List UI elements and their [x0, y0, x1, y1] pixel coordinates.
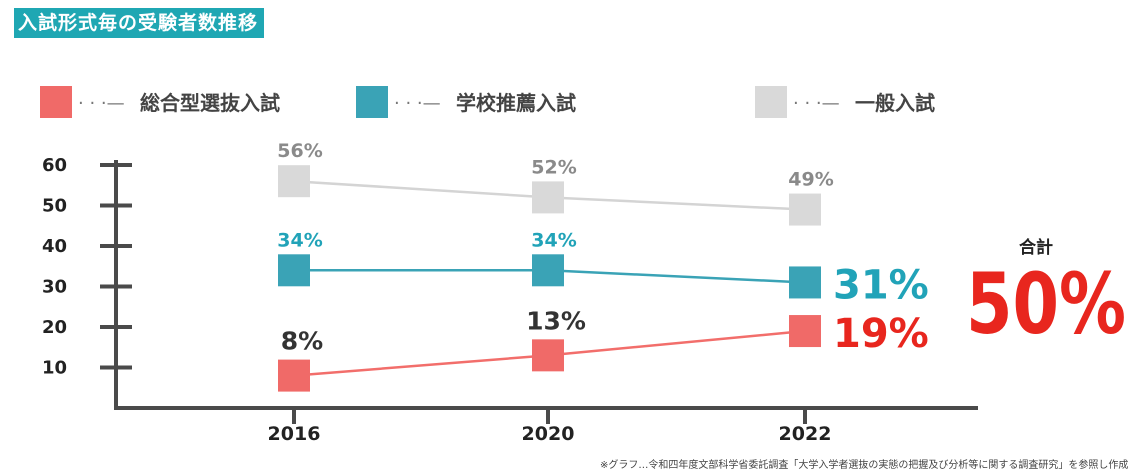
chart-title: 入試形式毎の受験者数推移	[14, 8, 265, 38]
data-point	[278, 359, 310, 392]
y-tick-label: 10	[42, 358, 67, 379]
data-point	[532, 181, 564, 214]
series-markers	[278, 165, 821, 392]
data-point	[278, 254, 310, 287]
data-label: 34%	[277, 229, 322, 251]
data-point	[789, 193, 821, 226]
total-label: 合計	[1019, 237, 1053, 258]
legend-line-marker: · · ·—	[793, 93, 840, 114]
legend-swatch	[755, 86, 787, 118]
y-tick-label: 60	[42, 155, 67, 176]
data-point	[278, 165, 310, 198]
data-label: 31%	[833, 262, 929, 308]
data-label: 19%	[833, 311, 929, 357]
legend-swatch	[356, 86, 388, 118]
footnote: ※グラフ…令和四年度文部科学省委託調査「大学入学者選抜の実態の把握及び分析等に関…	[600, 460, 1129, 471]
y-tick-label: 50	[42, 196, 67, 217]
data-point	[532, 254, 564, 287]
y-tick-label: 30	[42, 277, 67, 298]
data-point	[789, 315, 821, 348]
data-label: 49%	[788, 169, 833, 191]
x-tick-label: 2020	[522, 423, 575, 445]
data-point	[532, 339, 564, 372]
axes: 10 20 30 40 50 60 2016 2020 2022	[42, 155, 978, 445]
legend-swatch	[40, 86, 72, 118]
legend-line-marker: · · ·—	[78, 93, 125, 114]
legend-label: 総合型選抜入試	[140, 91, 280, 115]
legend-label: 一般入試	[855, 91, 935, 115]
legend: · · ·— 総合型選抜入試 · · ·— 学校推薦入試 · · ·— 一般入試	[40, 86, 935, 118]
data-label: 8%	[281, 327, 323, 356]
data-label: 52%	[531, 156, 576, 178]
data-label: 56%	[277, 140, 322, 162]
legend-label: 学校推薦入試	[456, 91, 576, 115]
data-label: 34%	[531, 229, 576, 251]
data-point	[789, 266, 821, 299]
x-tick-label: 2016	[268, 423, 321, 445]
legend-line-marker: · · ·—	[394, 93, 441, 114]
total-value: 50%	[966, 255, 1126, 353]
data-label: 13%	[526, 306, 586, 335]
x-tick-label: 2022	[779, 423, 832, 445]
y-tick-label: 20	[42, 317, 67, 338]
y-tick-label: 40	[42, 236, 67, 257]
data-labels: 8% 13% 19% 34% 34% 31% 56% 52% 49%	[277, 140, 928, 357]
